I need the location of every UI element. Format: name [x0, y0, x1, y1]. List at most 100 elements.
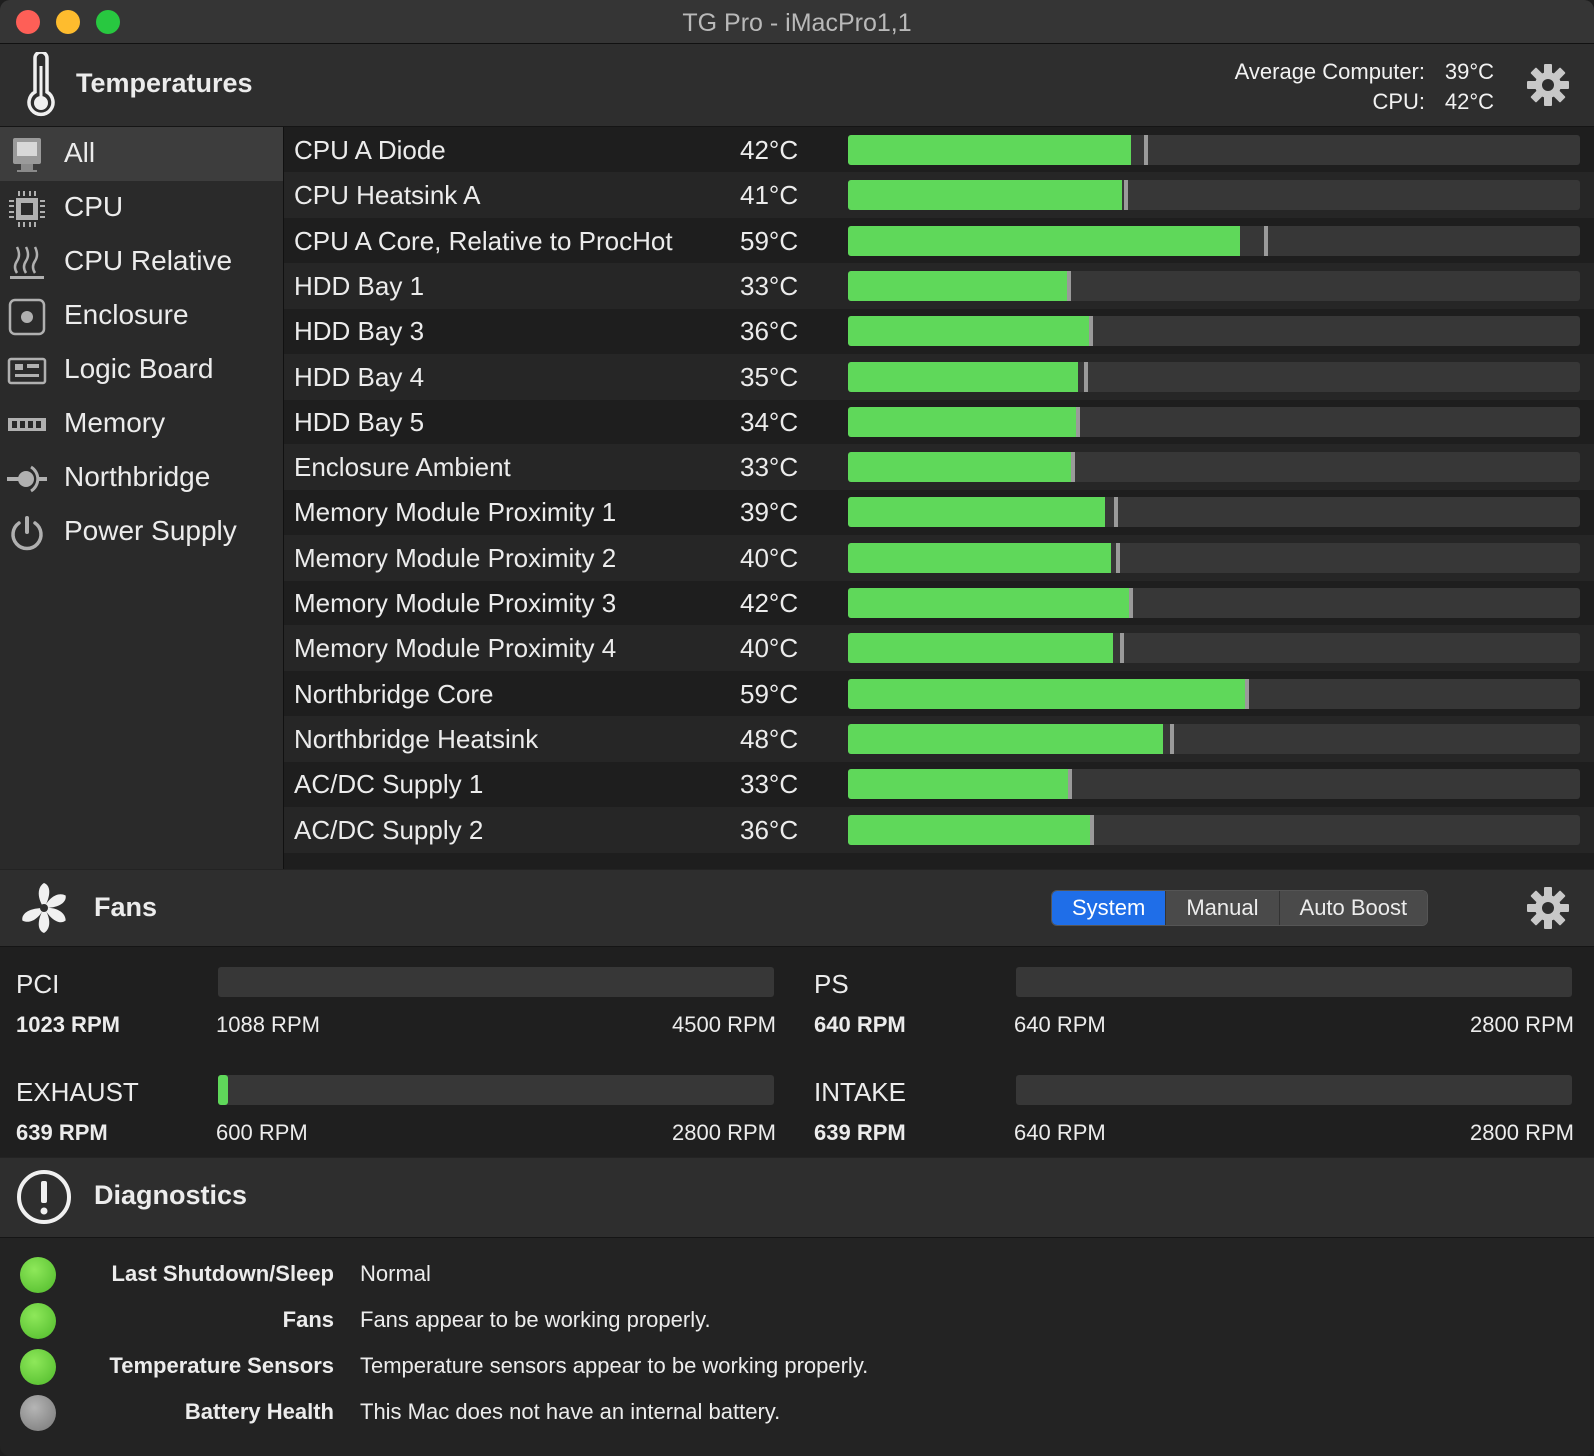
power-icon — [11, 516, 43, 551]
sensor-name: AC/DC Supply 2 — [294, 815, 484, 845]
sensor-row[interactable]: HDD Bay 4 35°C — [284, 354, 1594, 400]
temperature-settings-gear-icon[interactable] — [1526, 63, 1570, 107]
sidebar-item-enclosure[interactable]: Enclosure — [0, 289, 283, 343]
sensor-row[interactable]: Memory Module Proximity 3 42°C — [284, 580, 1594, 626]
sensor-bar-fill — [848, 362, 1078, 392]
sensor-bar — [848, 407, 1580, 437]
sidebar-item-label: Logic Board — [64, 353, 214, 384]
sensor-value: 40°C — [740, 543, 799, 573]
sensor-max-marker — [1114, 497, 1118, 527]
fan-mode-system[interactable]: System — [1052, 891, 1167, 925]
diagnostic-text: Fans appear to be working properly. — [360, 1307, 711, 1332]
sensor-name: Memory Module Proximity 1 — [294, 497, 617, 527]
sensor-max-marker — [1120, 633, 1124, 663]
diagnostic-label: Last Shutdown/Sleep — [111, 1261, 334, 1286]
sensor-bar-fill — [848, 452, 1071, 482]
fan-speed-bar — [218, 967, 774, 997]
exclamation-circle-icon — [17, 1170, 71, 1224]
sensor-row[interactable]: HDD Bay 3 36°C — [284, 308, 1594, 354]
sensor-bar — [848, 588, 1580, 618]
sidebar-item-label: Northbridge — [64, 461, 211, 492]
sensor-bar — [848, 316, 1580, 346]
fan-max-speed: 2800 RPM — [672, 1120, 776, 1145]
sensor-bar-fill — [848, 588, 1129, 618]
sensor-name: Northbridge Heatsink — [294, 724, 539, 754]
sensor-row[interactable]: Enclosure Ambient 33°C — [284, 444, 1594, 490]
fan-min-speed: 640 RPM — [1014, 1120, 1106, 1145]
sidebar-item-memory[interactable]: Memory — [0, 397, 283, 451]
diagnostic-row: Battery Health This Mac does not have an… — [0, 1390, 1594, 1436]
cpu-average-label: CPU: — [1372, 89, 1425, 114]
sensor-row[interactable]: AC/DC Supply 2 36°C — [284, 807, 1594, 853]
sidebar-item-all[interactable]: All — [0, 127, 283, 181]
average-label: Average Computer: — [1234, 59, 1425, 84]
fan-speed-bar — [1016, 1075, 1572, 1105]
sidebar-item-power-supply[interactable]: Power Supply — [0, 505, 283, 559]
diagnostic-text: Normal — [360, 1261, 431, 1286]
sensor-value: 34°C — [740, 407, 799, 437]
sidebar-item-logic-board[interactable]: Logic Board — [0, 343, 283, 397]
logic-board-icon — [7, 357, 47, 385]
diagnostic-row: Fans Fans appear to be working properly. — [0, 1298, 1594, 1344]
sensor-row[interactable]: Memory Module Proximity 2 40°C — [284, 535, 1594, 581]
fan-max-speed: 4500 RPM — [672, 1012, 776, 1037]
fans-header: Fans System Manual Auto Boost — [0, 870, 1594, 947]
fan-mode-control: System Manual Auto Boost — [1051, 890, 1429, 926]
close-button[interactable] — [16, 10, 40, 34]
sensor-max-marker — [1129, 588, 1133, 618]
diagnostic-row: Last Shutdown/Sleep Normal — [0, 1252, 1594, 1298]
fan-name: PS — [814, 969, 849, 999]
sensor-name: Memory Module Proximity 3 — [294, 588, 617, 618]
fan-settings-gear-icon[interactable] — [1526, 886, 1570, 930]
minimize-button[interactable] — [56, 10, 80, 34]
sensor-max-marker — [1068, 769, 1072, 799]
fan-current-speed: 639 RPM — [16, 1120, 108, 1145]
sensor-value: 33°C — [740, 452, 799, 482]
fan-max-speed: 2800 RPM — [1470, 1012, 1574, 1037]
fan-intake: INTAKE 639 RPM 640 RPM 2800 RPM — [798, 1055, 1578, 1155]
fan-name: PCI — [16, 969, 60, 999]
zoom-button[interactable] — [96, 10, 120, 34]
sidebar-item-cpu-relative[interactable]: CPU Relative — [0, 235, 283, 289]
sensor-row[interactable]: Northbridge Core 59°C — [284, 671, 1594, 717]
sensor-value: 42°C — [740, 135, 799, 165]
sidebar-item-northbridge[interactable]: Northbridge — [0, 451, 283, 505]
sidebar-item-cpu[interactable]: CPU — [0, 181, 283, 235]
diagnostic-label: Fans — [282, 1307, 334, 1332]
fan-mode-auto-boost[interactable]: Auto Boost — [1279, 891, 1428, 925]
sensor-row[interactable]: HDD Bay 1 33°C — [284, 263, 1594, 309]
sensor-value: 36°C — [740, 316, 799, 346]
sensor-name: CPU A Diode — [294, 135, 446, 165]
sensor-max-marker — [1067, 271, 1071, 301]
sensor-row[interactable]: Northbridge Heatsink 48°C — [284, 716, 1594, 762]
sensor-max-marker — [1245, 679, 1249, 709]
sensor-bar — [848, 724, 1580, 754]
diagnostic-text: Temperature sensors appear to be working… — [360, 1353, 869, 1378]
sensor-row[interactable]: Memory Module Proximity 1 39°C — [284, 489, 1594, 535]
fan-current-speed: 1023 RPM — [16, 1012, 120, 1037]
sensor-row[interactable]: AC/DC Supply 1 33°C — [284, 761, 1594, 807]
temperatures-title: Temperatures — [76, 68, 253, 98]
sensor-row[interactable]: Memory Module Proximity 4 40°C — [284, 625, 1594, 671]
sensor-bar-fill — [848, 180, 1122, 210]
sensor-row[interactable]: CPU A Diode 42°C — [284, 127, 1594, 173]
fan-exhaust: EXHAUST 639 RPM 600 RPM 2800 RPM — [0, 1055, 780, 1155]
sensor-row[interactable]: HDD Bay 5 34°C — [284, 399, 1594, 445]
sidebar-item-label: Memory — [64, 407, 166, 438]
fan-mode-manual[interactable]: Manual — [1166, 891, 1280, 925]
fans-title: Fans — [94, 892, 158, 922]
sensor-max-marker — [1124, 180, 1128, 210]
sensor-value: 33°C — [740, 271, 799, 301]
fan-speed-bar — [218, 1075, 774, 1105]
sensor-max-marker — [1116, 543, 1120, 573]
fan-min-speed: 640 RPM — [1014, 1012, 1106, 1037]
sensor-row[interactable]: CPU Heatsink A 41°C — [284, 172, 1594, 218]
sensor-bar — [848, 633, 1580, 663]
sensor-bar-fill — [848, 271, 1067, 301]
sensor-bar-fill — [848, 407, 1076, 437]
average-readout: Average Computer: 39°C CPU: 42°C — [1235, 57, 1494, 117]
sensor-bar-fill — [848, 316, 1089, 346]
sensor-row[interactable]: CPU A Core, Relative to ProcHot 59°C — [284, 218, 1594, 264]
status-indicator-green — [20, 1349, 56, 1385]
temperatures-header: Temperatures Average Computer: 39°C CPU: 4… — [0, 44, 1594, 127]
